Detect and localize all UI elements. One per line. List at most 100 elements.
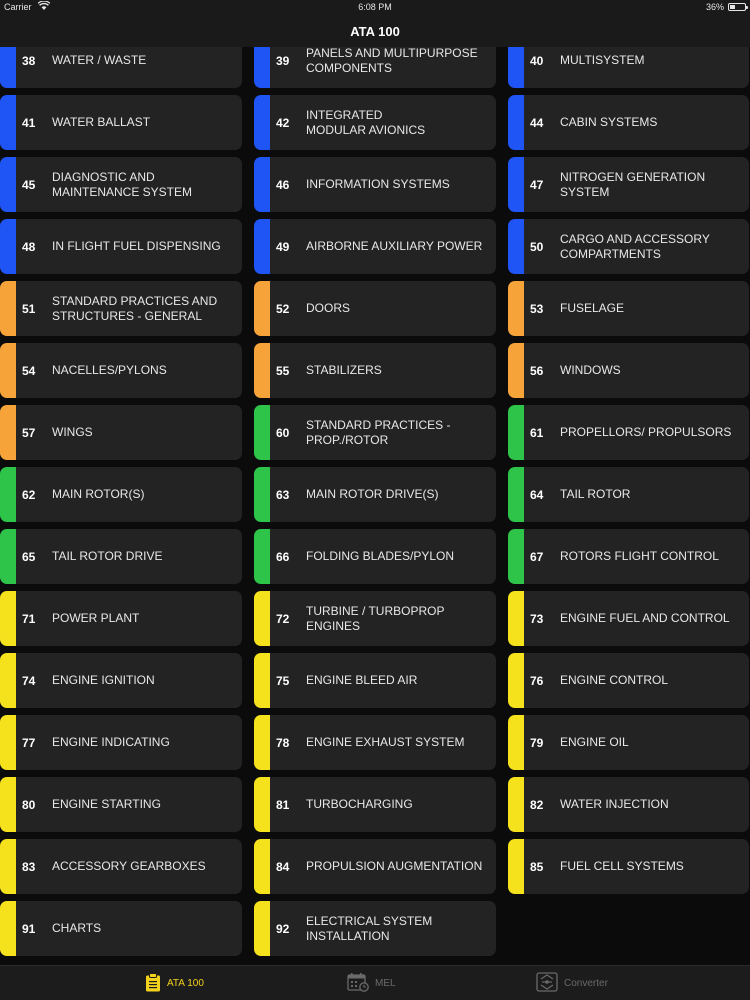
chapter-tile-76[interactable]: 76 ENGINE CONTROL	[508, 653, 749, 708]
chapter-number: 82	[530, 797, 544, 812]
chapter-tile-84[interactable]: 84 PROPULSION AUGMENTATION	[254, 839, 496, 894]
chapter-tile-65[interactable]: 65 TAIL ROTOR DRIVE	[0, 529, 242, 584]
status-bar: Carrier 6:08 PM 36%	[0, 0, 750, 15]
chapter-number: 42	[276, 115, 290, 130]
chapter-tile-40[interactable]: 40 MULTISYSTEM	[508, 47, 749, 88]
chapter-tile-44[interactable]: 44 CABIN SYSTEMS	[508, 95, 749, 150]
category-color-bar	[0, 467, 16, 522]
chapter-tile-92[interactable]: 92 ELECTRICAL SYSTEM INSTALLATION	[254, 901, 496, 956]
chapter-number: 44	[530, 115, 544, 130]
navigation-bar: ATA 100	[0, 15, 750, 47]
chapter-number: 85	[530, 859, 544, 874]
chapter-tile-45[interactable]: 45 DIAGNOSTIC AND MAINTENANCE SYSTEM	[0, 157, 242, 212]
chapter-tile-64[interactable]: 64 TAIL ROTOR	[508, 467, 749, 522]
chapter-number: 67	[530, 549, 544, 564]
chapter-number: 57	[22, 425, 36, 440]
chapter-tile-38[interactable]: 38 WATER / WASTE	[0, 47, 242, 88]
category-color-bar	[254, 47, 270, 88]
battery-icon	[728, 3, 748, 11]
category-color-bar	[254, 839, 270, 894]
chapter-title: TAIL ROTOR	[560, 487, 631, 501]
chapter-tile-83[interactable]: 83 ACCESSORY GEARBOXES	[0, 839, 242, 894]
chapter-number: 91	[22, 921, 36, 936]
category-color-bar	[508, 219, 524, 274]
category-color-bar	[0, 343, 16, 398]
category-color-bar	[0, 47, 16, 88]
category-color-bar	[508, 591, 524, 646]
chapter-tile-67[interactable]: 67 ROTORS FLIGHT CONTROL	[508, 529, 749, 584]
chapter-title: WATER BALLAST	[52, 115, 151, 129]
chapter-tile-78[interactable]: 78 ENGINE EXHAUST SYSTEM	[254, 715, 496, 770]
chapter-tile-71[interactable]: 71 POWER PLANT	[0, 591, 242, 646]
chapter-tile-49[interactable]: 49 AIRBORNE AUXILIARY POWER	[254, 219, 496, 274]
calendar-icon	[347, 972, 369, 995]
chapter-number: 73	[530, 611, 544, 626]
chapter-title: INTEGRATED MODULAR AVIONICS	[306, 107, 426, 137]
chapter-tile-74[interactable]: 74 ENGINE IGNITION	[0, 653, 242, 708]
chapter-title: PROPELLORS/ PROPULSORS	[560, 425, 732, 439]
tab-mel[interactable]: MEL	[347, 966, 396, 1000]
chapter-grid: 38 WATER / WASTE 39 PANELS AND MULTIPURPOSE…	[0, 47, 750, 956]
chapter-number: 52	[276, 301, 290, 316]
category-color-bar	[508, 467, 524, 522]
ata-chapter-list[interactable]: 38 WATER / WASTE 39 PANELS AND MULTIPURPOSE…	[0, 47, 750, 965]
chapter-tile-39[interactable]: 39 PANELS AND MULTIPURPOSE COMPONENTS	[254, 47, 496, 88]
chapter-tile-73[interactable]: 73 ENGINE FUEL AND CONTROL	[508, 591, 749, 646]
converter-icon	[536, 972, 558, 995]
chapter-number: 56	[530, 363, 544, 378]
chapter-number: 65	[22, 549, 36, 564]
chapter-number: 38	[22, 53, 36, 68]
chapter-tile-63[interactable]: 63 MAIN ROTOR DRIVE(S)	[254, 467, 496, 522]
chapter-title: AIRBORNE AUXILIARY POWER	[306, 239, 483, 253]
battery-percentage: 36%	[705, 2, 724, 12]
category-color-bar	[0, 715, 16, 770]
chapter-title: ELECTRICAL SYSTEM INSTALLATION	[306, 913, 433, 943]
chapter-tile-46[interactable]: 46 INFORMATION SYSTEMS	[254, 157, 496, 212]
chapter-tile-53[interactable]: 53 FUSELAGE	[508, 281, 749, 336]
category-color-bar	[0, 281, 16, 336]
chapter-tile-85[interactable]: 85 FUEL CELL SYSTEMS	[508, 839, 749, 894]
chapter-tile-79[interactable]: 79 ENGINE OIL	[508, 715, 749, 770]
tab-converter[interactable]: Converter	[536, 966, 608, 1000]
chapter-tile-61[interactable]: 61 PROPELLORS/ PROPULSORS	[508, 405, 749, 460]
chapter-title: WATER INJECTION	[560, 797, 669, 811]
chapter-tile-51[interactable]: 51 STANDARD PRACTICES AND STRUCTURES - GE…	[0, 281, 242, 336]
chapter-title: MAIN ROTOR(S)	[52, 487, 145, 501]
chapter-number: 51	[22, 301, 36, 316]
chapter-tile-54[interactable]: 54 NACELLES/PYLONS	[0, 343, 242, 398]
chapter-tile-50[interactable]: 50 CARGO AND ACCESSORY COMPARTMENTS	[508, 219, 749, 274]
chapter-tile-47[interactable]: 47 NITROGEN GENERATION SYSTEM	[508, 157, 749, 212]
chapter-tile-82[interactable]: 82 WATER INJECTION	[508, 777, 749, 832]
chapter-tile-72[interactable]: 72 TURBINE / TURBOPROP ENGINES	[254, 591, 496, 646]
category-color-bar	[0, 653, 16, 708]
chapter-tile-52[interactable]: 52 DOORS	[254, 281, 496, 336]
chapter-tile-75[interactable]: 75 ENGINE BLEED AIR	[254, 653, 496, 708]
chapter-number: 61	[530, 425, 544, 440]
category-color-bar	[508, 95, 524, 150]
chapter-number: 81	[276, 797, 290, 812]
chapter-tile-91[interactable]: 91 CHARTS	[0, 901, 242, 956]
chapter-tile-77[interactable]: 77 ENGINE INDICATING	[0, 715, 242, 770]
chapter-title: FUEL CELL SYSTEMS	[560, 859, 684, 873]
chapter-tile-66[interactable]: 66 FOLDING BLADES/PYLON	[254, 529, 496, 584]
category-color-bar	[254, 591, 270, 646]
chapter-tile-60[interactable]: 60 STANDARD PRACTICES - PROP./ROTOR	[254, 405, 496, 460]
chapter-tile-80[interactable]: 80 ENGINE STARTING	[0, 777, 242, 832]
chapter-tile-62[interactable]: 62 MAIN ROTOR(S)	[0, 467, 242, 522]
chapter-title: PANELS AND MULTIPURPOSE COMPONENTS	[306, 47, 478, 75]
chapter-tile-42[interactable]: 42 INTEGRATED MODULAR AVIONICS	[254, 95, 496, 150]
chapter-title: ENGINE CONTROL	[560, 673, 669, 687]
chapter-number: 76	[530, 673, 544, 688]
chapter-tile-41[interactable]: 41 WATER BALLAST	[0, 95, 242, 150]
chapter-title: PROPULSION AUGMENTATION	[306, 859, 483, 873]
chapter-tile-48[interactable]: 48 IN FLIGHT FUEL DISPENSING	[0, 219, 242, 274]
chapter-title: CARGO AND ACCESSORY COMPARTMENTS	[560, 231, 710, 261]
chapter-tile-56[interactable]: 56 WINDOWS	[508, 343, 749, 398]
chapter-number: 64	[530, 487, 544, 502]
tab-ata-100[interactable]: ATA 100	[145, 966, 204, 1000]
chapter-tile-81[interactable]: 81 TURBOCHARGING	[254, 777, 496, 832]
chapter-tile-55[interactable]: 55 STABILIZERS	[254, 343, 496, 398]
status-time: 6:08 PM	[358, 2, 392, 12]
chapter-tile-57[interactable]: 57 WINGS	[0, 405, 242, 460]
category-color-bar	[508, 653, 524, 708]
